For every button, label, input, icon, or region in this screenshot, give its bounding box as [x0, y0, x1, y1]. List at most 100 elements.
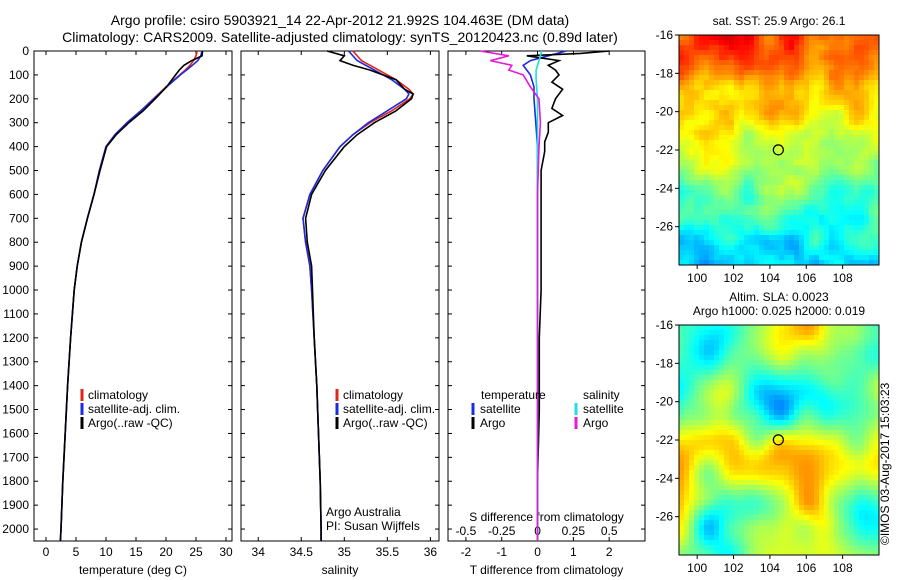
map-cell	[834, 80, 840, 86]
map-cell	[869, 485, 875, 491]
map-cell	[729, 420, 735, 426]
map-cell	[804, 485, 810, 491]
y-tick-label: 1200	[2, 331, 29, 345]
map-cell	[804, 395, 810, 401]
map-cell	[679, 240, 685, 246]
map-cell	[754, 155, 760, 161]
map-cell	[834, 500, 840, 506]
map-cell	[824, 520, 830, 526]
map-cell	[784, 340, 790, 346]
map-cell	[814, 420, 820, 426]
map-cell	[764, 360, 770, 366]
map-cell	[769, 435, 775, 441]
map-cell	[829, 435, 835, 441]
map-cell	[864, 540, 870, 546]
map-cell	[764, 120, 770, 126]
map-cell	[714, 205, 720, 211]
map-cell	[714, 330, 720, 336]
map-cell	[749, 35, 755, 41]
map-cell	[849, 350, 855, 356]
map-cell	[694, 520, 700, 526]
map-cell	[704, 180, 710, 186]
map-cell	[869, 405, 875, 411]
map-cell	[834, 440, 840, 446]
map-cell	[709, 520, 715, 526]
map-cell	[844, 350, 850, 356]
map-cell	[699, 465, 705, 471]
map-cell	[714, 340, 720, 346]
map-cell	[839, 130, 845, 136]
map-cell	[774, 535, 780, 541]
map-cell	[769, 225, 775, 231]
map-cell	[834, 420, 840, 426]
map-cell	[839, 380, 845, 386]
map-cell	[774, 230, 780, 236]
map-cell	[834, 70, 840, 76]
map-cell	[759, 70, 765, 76]
map-cell	[794, 240, 800, 246]
map-cell	[829, 530, 835, 536]
map-cell	[739, 220, 745, 226]
map-cell	[689, 335, 695, 341]
map-cell	[739, 505, 745, 511]
map-cell	[684, 365, 690, 371]
map-cell	[759, 475, 765, 481]
map-cell	[704, 245, 710, 251]
map-cell	[824, 415, 830, 421]
map-cell	[749, 355, 755, 361]
map-cell	[684, 520, 690, 526]
map-cell	[724, 185, 730, 191]
map-cell	[844, 395, 850, 401]
map-cell	[834, 490, 840, 496]
map-cell	[744, 90, 750, 96]
map-cell	[799, 495, 805, 501]
map-cell	[874, 330, 880, 336]
map-cell	[769, 515, 775, 521]
map-cell	[854, 125, 860, 131]
map-cell	[724, 75, 730, 81]
map-cell	[754, 440, 760, 446]
map-cell	[859, 80, 865, 86]
map-cell	[684, 125, 690, 131]
map-cell	[869, 255, 875, 261]
map-cell	[819, 460, 825, 466]
map-cell	[769, 430, 775, 436]
map-cell	[814, 475, 820, 481]
map-cell	[759, 210, 765, 216]
map-cell	[874, 220, 880, 226]
map-cell	[794, 55, 800, 61]
map-cell	[784, 465, 790, 471]
map-cell	[859, 115, 865, 121]
map-cell	[739, 485, 745, 491]
map-cell	[769, 405, 775, 411]
map-cell	[864, 115, 870, 121]
sla-map-title-line2: Argo h1000: 0.025 h2000: 0.019	[692, 304, 866, 318]
map-cell	[724, 215, 730, 221]
map-cell	[874, 170, 880, 176]
map-cell	[799, 425, 805, 431]
map-cell	[729, 90, 735, 96]
map-cell	[699, 175, 705, 181]
map-cell	[749, 115, 755, 121]
map-cell	[869, 100, 875, 106]
map-cell	[719, 50, 725, 56]
map-cell	[749, 545, 755, 551]
map-y-tick-label: -20	[656, 395, 674, 409]
map-cell	[679, 245, 685, 251]
map-cell	[679, 255, 685, 261]
map-cell	[759, 465, 765, 471]
map-cell	[774, 365, 780, 371]
map-cell	[844, 345, 850, 351]
map-cell	[854, 445, 860, 451]
map-cell	[744, 200, 750, 206]
map-cell	[829, 205, 835, 211]
map-cell	[719, 75, 725, 81]
map-cell	[864, 235, 870, 241]
map-cell	[864, 140, 870, 146]
map-cell	[854, 120, 860, 126]
map-cell	[804, 365, 810, 371]
map-cell	[734, 355, 740, 361]
map-cell	[694, 400, 700, 406]
map-cell	[844, 500, 850, 506]
map-cell	[744, 210, 750, 216]
